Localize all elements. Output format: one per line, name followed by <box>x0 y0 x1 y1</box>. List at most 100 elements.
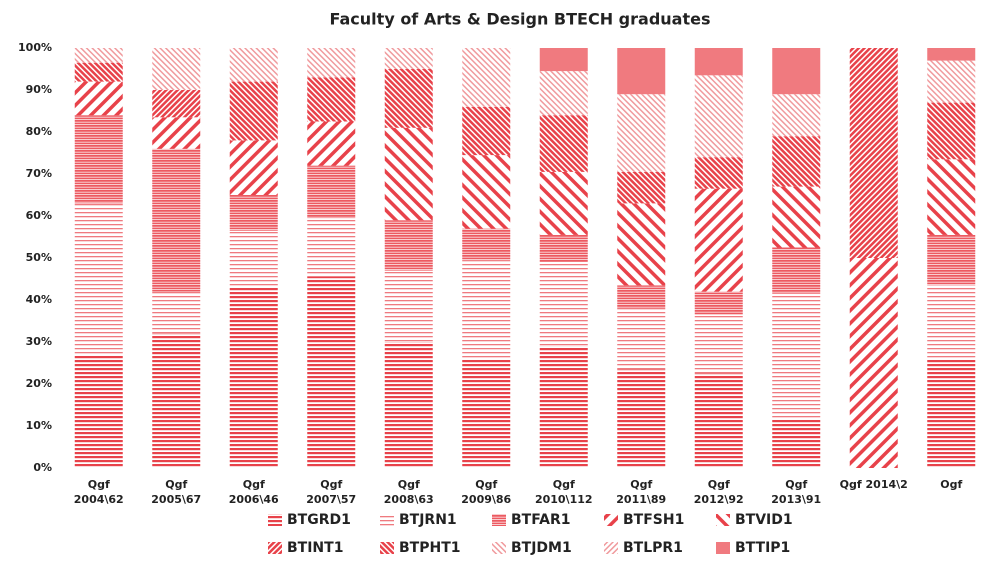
chart-title: Faculty of Arts & Design BTECH graduates <box>330 10 711 29</box>
bar-segment <box>694 291 743 315</box>
legend-label: BTTIP1 <box>735 540 790 556</box>
bar-segment <box>152 90 201 118</box>
bar-segment <box>539 171 588 235</box>
bar-segment <box>384 270 433 342</box>
x-tick-label: Qgf 2005\67 <box>151 478 201 506</box>
x-tick-label: Qgf 2008\63 <box>384 478 434 506</box>
x-tick-label: Qgf 2006\46 <box>229 478 279 506</box>
bar-segment <box>539 346 588 468</box>
bar-segment <box>152 291 201 334</box>
bar-segment <box>617 369 666 468</box>
bar-segment <box>462 106 511 156</box>
legend-label: BTVID1 <box>735 512 793 528</box>
y-tick-label: 60% <box>26 209 52 222</box>
bar-segment <box>927 285 976 359</box>
bar-segment <box>617 203 666 286</box>
bar-segment <box>307 121 356 166</box>
bar-segment <box>462 228 511 261</box>
bar-segment <box>849 258 898 468</box>
x-tick-label: Qgf 2010\112 <box>535 478 593 506</box>
bar-segment <box>539 234 588 263</box>
bar-segment <box>384 220 433 271</box>
bar-segment <box>617 94 666 172</box>
legend-swatch <box>716 514 730 526</box>
x-tick-label: Qgf 2004\62 <box>74 478 124 506</box>
y-tick-label: 10% <box>26 419 52 432</box>
bar-segment <box>307 218 356 277</box>
y-tick-label: 70% <box>26 167 52 180</box>
bar-segment <box>927 358 976 468</box>
x-tick-label: Ogf <box>940 478 962 491</box>
bar-segment <box>462 358 511 468</box>
bar-segment <box>694 314 743 374</box>
bar-segment <box>772 48 821 95</box>
legend-swatch <box>604 542 618 554</box>
legend-label: BTFAR1 <box>511 512 571 528</box>
bar-segment <box>694 188 743 292</box>
bar-segment <box>539 262 588 347</box>
y-tick-label: 80% <box>26 125 52 138</box>
bar-segment <box>307 276 356 468</box>
legend-label: BTINT1 <box>287 540 343 556</box>
legend-label: BTFSH1 <box>623 512 684 528</box>
bar-segment <box>74 48 123 63</box>
bar-segment <box>229 230 278 288</box>
legend-swatch <box>380 542 394 554</box>
legend-swatch <box>380 514 394 526</box>
bar-segment <box>927 234 976 286</box>
x-tick-label: Qgf 2009\86 <box>461 478 511 506</box>
x-tick-label: Qgf 2007\57 <box>306 478 356 506</box>
y-tick-label: 90% <box>26 83 52 96</box>
bar-segment <box>694 157 743 189</box>
bar-segment <box>74 115 123 204</box>
bar-segment <box>694 75 743 158</box>
bar-segment <box>772 136 821 187</box>
bar-segment <box>384 48 433 69</box>
bar-segment <box>229 195 278 231</box>
legend-label: BTJRN1 <box>399 512 457 528</box>
bar-segment <box>617 48 666 95</box>
bar-segment <box>307 165 356 219</box>
legend-swatch <box>716 542 730 554</box>
y-tick-label: 30% <box>26 335 52 348</box>
bar-segment <box>152 48 201 90</box>
bar-segment <box>462 155 511 229</box>
y-tick-label: 40% <box>26 293 52 306</box>
bar-segment <box>229 140 278 195</box>
bar-segment <box>462 48 511 107</box>
legend-swatch <box>604 514 618 526</box>
bar-segment <box>772 247 821 294</box>
legend-swatch <box>268 514 282 526</box>
bar-segment <box>927 60 976 103</box>
bar-segment <box>539 71 588 116</box>
legend-label: BTLPR1 <box>623 540 683 556</box>
y-tick-label: 20% <box>26 377 52 390</box>
bar-segment <box>229 81 278 141</box>
bar-segment <box>74 354 123 468</box>
legend-label: BTPHT1 <box>399 540 461 556</box>
x-tick-label: Qgf 2011\89 <box>616 478 666 506</box>
bar-segment <box>462 260 511 359</box>
y-tick-label: 50% <box>26 251 52 264</box>
bar-segment <box>694 373 743 468</box>
bar-segment <box>539 115 588 172</box>
bar-segment <box>617 285 666 309</box>
x-tick-label: Qgf 2012\92 <box>694 478 744 506</box>
bar-segment <box>152 148 201 292</box>
bar-segment <box>384 69 433 128</box>
legend-swatch <box>492 542 506 554</box>
bar-segment <box>152 333 201 468</box>
bar-segment <box>229 287 278 468</box>
bar-segment <box>772 293 821 420</box>
bar-segment <box>74 62 123 82</box>
legend-swatch <box>268 542 282 554</box>
bar-segment <box>694 48 743 76</box>
bar-segment <box>927 159 976 235</box>
x-tick-label: Qgf 2013\91 <box>771 478 821 506</box>
bar-segment <box>384 342 433 468</box>
bar-segment <box>772 186 821 248</box>
bar-segment <box>74 203 123 355</box>
y-tick-label: 0% <box>33 461 52 474</box>
bar-segment <box>152 117 201 149</box>
